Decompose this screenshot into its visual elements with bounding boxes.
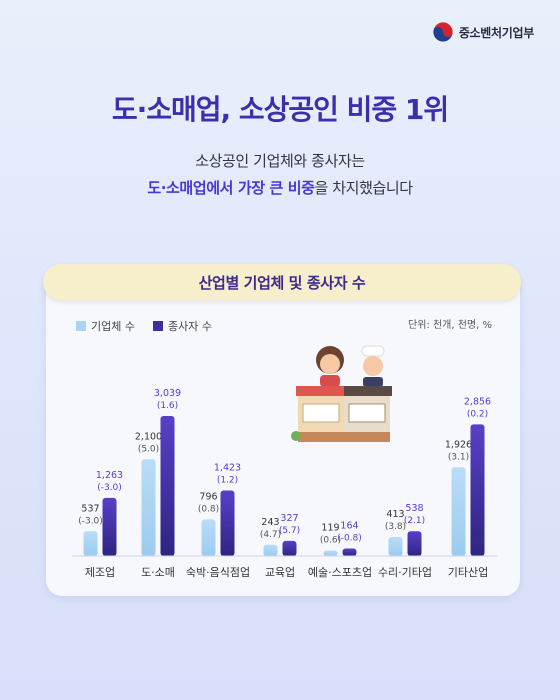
subtitle-highlight: 도·소매업에서 가장 큰 비중	[147, 179, 315, 197]
change-label-worker-1: (1.6)	[157, 401, 178, 411]
value-label-business-0: 537	[81, 503, 99, 514]
bar-worker-1	[160, 416, 175, 556]
bar-business-4	[323, 550, 338, 556]
value-label-worker-4: 164	[340, 520, 358, 531]
chart-legend: 기업체 수 종사자 수	[76, 318, 212, 334]
bar-worker-0	[102, 497, 117, 556]
chart-title: 산업별 기업체 및 종사자 수	[43, 264, 521, 300]
bar-worker-6	[470, 424, 485, 556]
change-label-worker-4: (-0.8)	[337, 533, 362, 543]
category-label-0: 제조업	[85, 566, 115, 579]
bar-business-6	[451, 467, 466, 556]
value-label-business-2: 796	[199, 491, 217, 502]
value-label-business-1: 2,100	[135, 431, 162, 442]
value-label-business-4: 119	[321, 523, 339, 534]
page-title: 도·소매업, 소상공인 비중 1위	[111, 93, 449, 126]
unit-label: 단위: 천개, 천명, %	[408, 320, 492, 331]
change-label-business-6: (3.1)	[448, 452, 469, 462]
bar-worker-2	[220, 490, 235, 556]
change-label-business-5: (3.8)	[385, 522, 406, 532]
value-label-worker-3: 327	[280, 513, 298, 524]
change-label-worker-0: (-3.0)	[97, 483, 122, 493]
bar-worker-5	[407, 531, 422, 556]
change-label-worker-5: (2.1)	[404, 516, 425, 526]
legend-item-worker: 종사자 수	[152, 318, 212, 334]
change-label-business-2: (0.8)	[198, 504, 219, 514]
bar-worker-4	[342, 548, 357, 556]
category-label-4: 예술·스포츠업	[308, 566, 372, 579]
bar-business-2	[201, 519, 216, 556]
legend-item-business: 기업체 수	[76, 318, 135, 334]
ministry-logo: 중소벤처기업부	[432, 22, 534, 42]
legend-swatch-worker	[152, 321, 163, 331]
bar-business-0	[83, 531, 98, 556]
value-label-worker-6: 2,856	[464, 396, 491, 407]
change-label-business-3: (4.7)	[260, 530, 281, 540]
taegeuk-icon	[432, 22, 453, 42]
shopkeepers-illustration	[291, 345, 392, 442]
change-label-business-1: (5.0)	[138, 444, 159, 454]
legend-label-worker: 종사자 수	[167, 320, 212, 333]
bar-group: 537 (-3.0) 1,263 (-3.0) 제조업 2,100 (5.0) 3,039 (1…	[72, 388, 498, 579]
legend-label-business: 기업체 수	[91, 320, 135, 333]
legend-swatch-business	[76, 321, 86, 331]
value-label-business-3: 243	[261, 517, 279, 528]
change-label-worker-2: (1.2)	[217, 475, 238, 485]
bar-worker-3	[282, 540, 297, 556]
category-label-6: 기타산업	[448, 566, 488, 579]
category-label-5: 수리·기타업	[378, 566, 432, 579]
value-label-worker-0: 1,263	[96, 470, 123, 481]
value-label-business-6: 1,926	[445, 439, 472, 450]
value-label-worker-5: 538	[405, 503, 423, 514]
category-label-1: 도·소매	[141, 566, 175, 579]
bar-business-3	[263, 544, 278, 556]
bar-business-5	[388, 536, 403, 556]
value-label-worker-2: 1,423	[214, 462, 241, 473]
subtitle-line-1: 소상공인 기업체와 종사자는	[195, 152, 365, 170]
change-label-worker-3: (5.7)	[279, 526, 300, 536]
category-label-3: 교육업	[265, 566, 295, 579]
org-name: 중소벤처기업부	[458, 25, 534, 40]
change-label-business-0: (-3.0)	[78, 516, 103, 526]
value-label-business-5: 413	[386, 509, 404, 520]
subtitle-rest: 을 차지했습니다	[314, 179, 414, 197]
category-label-2: 숙박·음식점업	[186, 566, 250, 579]
change-label-business-4: (0.6)	[320, 536, 341, 546]
change-label-worker-6: (0.2)	[467, 409, 488, 419]
value-label-worker-1: 3,039	[154, 388, 181, 399]
subtitle-line-2: 도·소매업에서 가장 큰 비중을 차지했습니다	[0, 177, 560, 198]
bar-business-1	[141, 459, 156, 556]
